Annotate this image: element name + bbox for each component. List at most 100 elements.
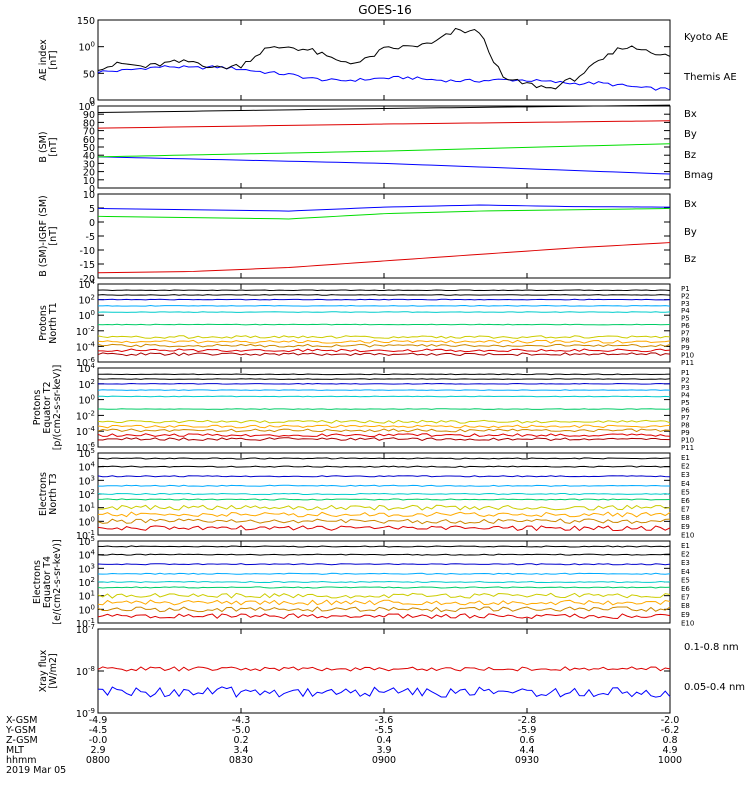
ephemeris-value: 4.9	[662, 745, 677, 756]
channel-p6	[97, 323, 671, 326]
series-bx	[97, 156, 671, 175]
ephemeris-value: 4.4	[519, 745, 534, 756]
channel-e4	[97, 484, 671, 487]
y-tick-label: 102	[78, 576, 95, 589]
ephemeris-value: -0.0	[89, 735, 108, 746]
ephemeris-value: -5.0	[232, 725, 251, 736]
y-tick-label: 90	[83, 110, 95, 121]
series-xray-1	[97, 686, 671, 698]
y-tick-label: 80	[83, 118, 95, 129]
legend-bx: Bx	[684, 199, 697, 210]
legend-p1: P1	[681, 369, 690, 377]
y-tick-label: 10-1	[76, 529, 95, 542]
ephemeris-value: 0.6	[519, 735, 534, 746]
channel-e2	[97, 465, 671, 468]
y-tick-label: 100	[78, 603, 95, 616]
y-tick-label: 10-4	[76, 425, 96, 438]
channel-e9	[97, 606, 671, 613]
y-tick-label: 70	[83, 127, 95, 138]
y-axis-label: North T3	[48, 473, 59, 514]
legend-e9: E9	[681, 611, 690, 619]
legend-p6: P6	[681, 406, 690, 414]
y-tick-label: 50	[83, 143, 95, 154]
series-bz	[97, 242, 671, 274]
ephemeris-label: Y-GSM	[5, 725, 36, 736]
legend-by: By	[684, 227, 697, 238]
channel-p6	[97, 408, 671, 410]
y-axis-label: Xray flux	[38, 649, 49, 692]
y-tick-label: 10-1	[76, 617, 95, 630]
x-tick-label: 1000	[658, 755, 682, 766]
y-tick-label: 104	[78, 362, 95, 375]
y-tick-label: 104	[78, 549, 95, 562]
legend-p6: P6	[681, 322, 690, 330]
y-tick-label: 104	[78, 461, 95, 474]
ephemeris-value: 0.8	[662, 735, 677, 746]
channel-p5	[97, 311, 671, 313]
legend-bz: Bz	[684, 150, 696, 161]
channel-p10	[97, 433, 671, 437]
y-axis-label: B (SM)-IGRF (SM)	[38, 195, 49, 277]
channel-e8	[97, 511, 671, 518]
y-axis-label: [nT]	[48, 50, 59, 69]
legend-e1: E1	[681, 542, 690, 550]
legend-e4: E4	[681, 480, 690, 488]
channel-p9	[97, 343, 671, 348]
legend-kyoto-ae: Kyoto AE	[684, 32, 728, 43]
legend-p3: P3	[681, 384, 690, 392]
channel-p4	[97, 389, 671, 391]
chart-title: GOES-16	[358, 3, 412, 17]
panel-frame	[97, 105, 671, 189]
y-tick-label: 10	[83, 176, 95, 187]
series-by	[97, 143, 671, 158]
legend-e7: E7	[681, 506, 690, 514]
series-bz	[97, 120, 671, 129]
y-tick-label: 100	[78, 394, 95, 407]
y-tick-label: 10-6	[76, 356, 96, 369]
legend-by: By	[684, 129, 697, 140]
legend-bmag: Bmag	[684, 170, 713, 181]
y-tick-label: 150	[77, 16, 95, 27]
ephemeris-value: -2.8	[518, 715, 537, 726]
y-tick-label: 0	[89, 218, 95, 229]
panel-4: 10-6 10-4 10-2 100 102 104 Protons North T1 P1P2…	[38, 278, 694, 369]
series-kyoto-ae	[97, 65, 671, 91]
channel-p4	[97, 305, 671, 307]
y-tick-label: -15	[79, 260, 95, 271]
legend-e1: E1	[681, 454, 690, 462]
ephemeris-value: 2.9	[90, 745, 105, 756]
legend-p7: P7	[681, 414, 690, 422]
legend-e3: E3	[681, 471, 690, 479]
legend-e5: E5	[681, 488, 690, 496]
channel-p2	[97, 294, 671, 296]
channel-p11	[97, 437, 671, 442]
y-axis-label: [W/m2]	[48, 653, 59, 688]
legend-p2: P2	[681, 292, 690, 300]
ephemeris-value: 3.4	[233, 745, 248, 756]
channel-p1	[97, 289, 671, 292]
y-tick-label: 10-2	[76, 409, 95, 422]
panel-1: 0 50 100 150 AE index [nT] Kyoto AE Themis AE	[38, 16, 737, 107]
legend-xray-0: 0.1-0.8 nm	[684, 642, 739, 653]
y-tick-label: 10-7	[76, 623, 95, 636]
legend-bx: Bx	[684, 109, 697, 120]
legend-e4: E4	[681, 568, 690, 576]
series-by	[97, 207, 671, 220]
y-tick-label: 102	[78, 294, 95, 307]
legend-xray-1: 0.05-0.4 nm	[684, 682, 745, 693]
legend-bz: Bz	[684, 254, 696, 265]
legend-e5: E5	[681, 576, 690, 584]
y-tick-label: 40	[83, 151, 95, 162]
y-tick-label: 20	[83, 168, 95, 179]
ephemeris-value: 0.2	[233, 735, 248, 746]
ephemeris-value: -4.3	[232, 715, 251, 726]
y-tick-label: 101	[78, 590, 95, 603]
channel-e10	[97, 525, 671, 532]
ephemeris-value: -5.9	[518, 725, 537, 736]
channel-p11	[97, 352, 671, 357]
y-tick-label: 102	[78, 488, 95, 501]
channel-p9	[97, 428, 671, 433]
